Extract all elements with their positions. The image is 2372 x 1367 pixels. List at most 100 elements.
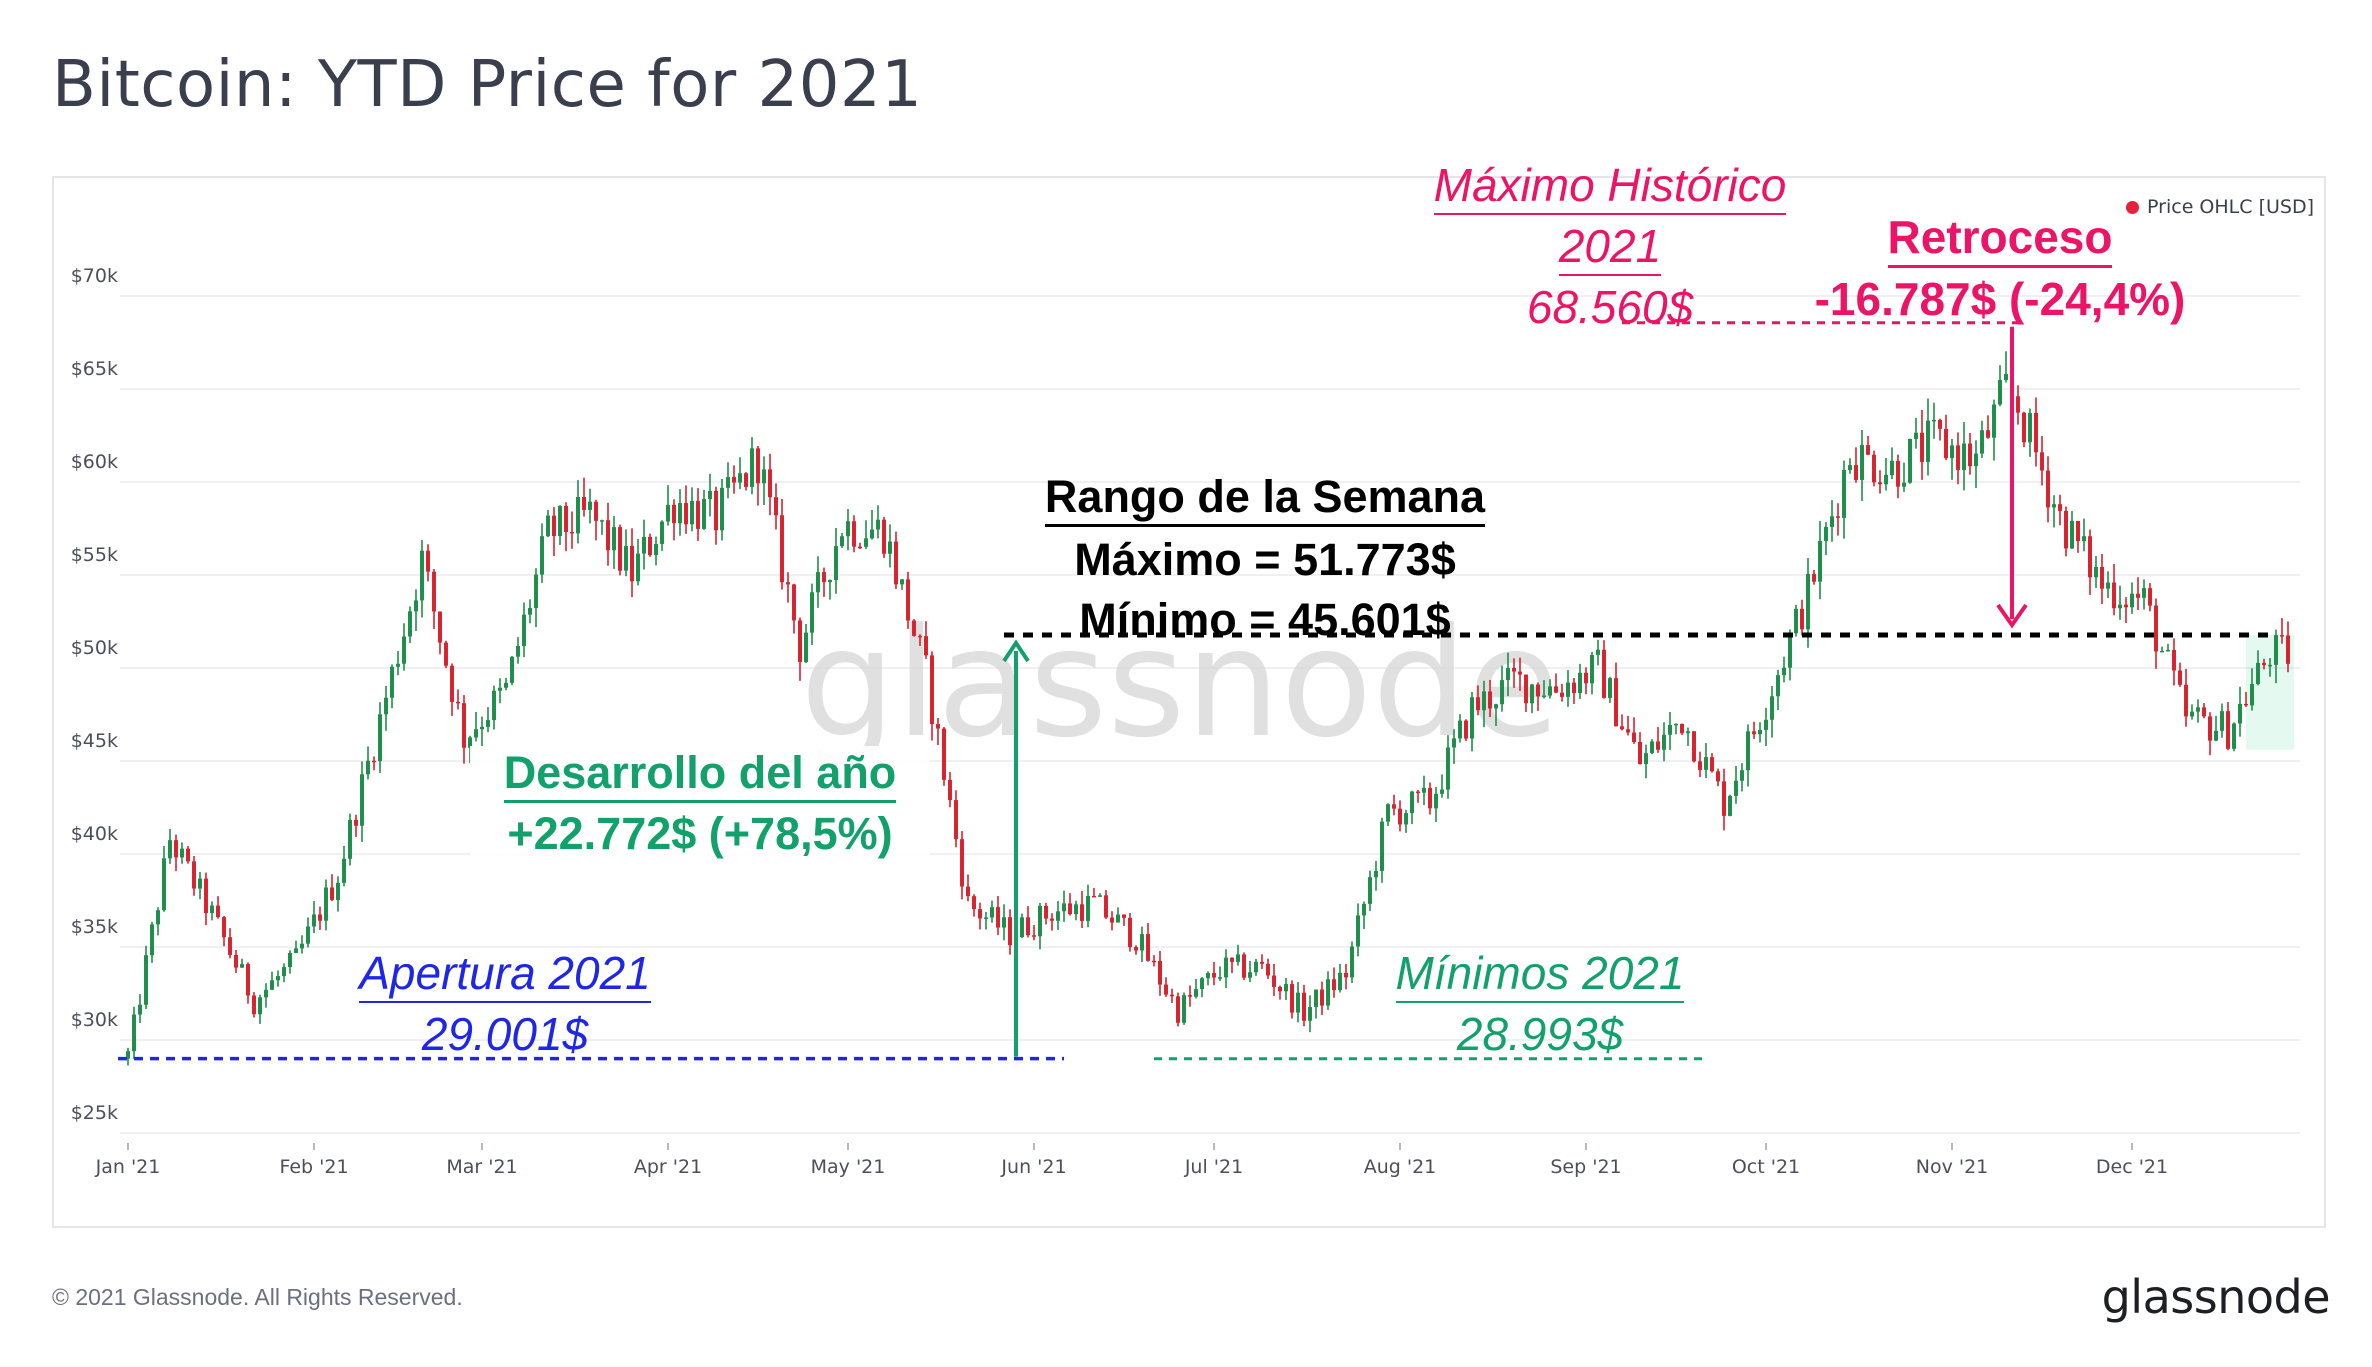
candle-body [228,937,232,955]
candle-body [2244,703,2248,706]
x-tick-label: Jul '21 [1184,1156,1243,1178]
candle-body [1254,961,1258,973]
candle-body [942,728,946,780]
candle-body [1584,672,1588,684]
watermark: glassnode [800,597,1559,771]
candle-body [1494,704,1498,709]
candle-body [1758,729,1762,735]
candle-body [1386,804,1390,822]
candle-body [1800,608,1804,630]
candle-body [870,529,874,539]
candle-body [2238,703,2242,724]
page-title: Bitcoin: YTD Price for 2021 [52,48,923,122]
candle-body [2016,396,2020,413]
candle-body [768,469,772,498]
candle-body [2142,588,2146,598]
candle-body [468,737,472,748]
candle-body [348,819,352,859]
candle-body [306,926,310,944]
candle-body [2004,373,2008,381]
candle-body [1686,731,1690,734]
candle-body [1860,445,1864,480]
candle-body [1182,995,1186,1023]
candle-body [2118,604,2122,609]
candle-body [1392,804,1396,809]
candle-body [690,500,694,525]
candle-body [2184,684,2188,717]
candle-body [1974,453,1978,467]
candle-body [1326,979,1330,1006]
candle-body [2052,504,2056,508]
candle-body [834,546,838,581]
candle-body [630,545,634,582]
candle-body [1728,795,1732,816]
candle-body [1704,757,1708,770]
x-tick-label: Dec '21 [2096,1156,2168,1178]
candle-body [354,819,358,826]
candle-body [636,553,640,582]
candle-body [1290,984,1294,1013]
x-tick-label: Aug '21 [1364,1156,1437,1178]
candle-body [786,582,790,585]
candle-body [1560,692,1564,697]
candle-body [1056,911,1060,921]
candle-body [1434,793,1438,809]
candle-body [1524,674,1528,704]
candle-body [1536,684,1540,697]
x-tick-label: Nov '21 [1916,1156,1989,1178]
candle-body [2214,730,2218,741]
candle-body [1482,691,1486,711]
candle-body [204,878,208,914]
candle-body [1446,747,1450,790]
candle-body [1110,917,1114,923]
candle-body [696,500,700,529]
minimos-title: Mínimos 2021 [1395,946,1685,1004]
candle-body [1488,691,1492,709]
candle-body [1188,995,1192,997]
legend-dot-icon [2126,201,2140,214]
candle-body [1692,731,1696,762]
candle-body [534,574,538,608]
candle-body [2064,510,2068,549]
candle-body [1908,439,1912,483]
candle-body [1452,738,1456,748]
candle-body [1404,813,1408,825]
candle-body [1104,895,1108,918]
candle-body [1866,445,1870,455]
x-axis: Jan '21 Feb '21 Mar '21 Apr '21 May '21 Jun '… [95,1143,2168,1178]
candle-body [1002,917,1006,928]
candle-body [1968,443,1972,467]
candle-body [1590,654,1594,684]
desarrollo-arrowhead [1002,639,1030,663]
y-axis: $25k $30k $35k $40k $45k $50k $55k $60k $65k $70k [71,265,118,1124]
candle-body [2040,452,2044,471]
candle-body [1578,672,1582,694]
candle-body [1812,573,1816,582]
candle-body [246,964,250,996]
candle-body [1272,975,1276,987]
candle-body [1920,432,1924,462]
candle-body [1362,903,1366,916]
candle-body [966,886,970,897]
candle-body [792,584,796,621]
candle-body [498,687,502,691]
candle-body [654,543,658,556]
candle-body [1368,877,1372,904]
candle-body [2268,664,2272,667]
candle-body [2172,649,2176,671]
candle-body [1644,753,1648,765]
x-tick-label: Apr '21 [634,1156,702,1178]
candle-body [144,955,148,1005]
candle-body [132,1014,136,1052]
candle-body [2148,588,2152,606]
candle-body [1308,1007,1312,1021]
candle-body [1746,731,1750,771]
candle-body [1248,972,1252,978]
candle-body [1548,686,1552,696]
candle-body [1296,992,1300,1013]
glassnode-logo[interactable]: glassnode [2101,1270,2331,1324]
ath-annotation: Máximo Histórico 2021 68.560$ [1400,158,1820,336]
candle-body [1680,723,1684,734]
chart-legend[interactable]: Price OHLC [USD] [2126,196,2314,218]
